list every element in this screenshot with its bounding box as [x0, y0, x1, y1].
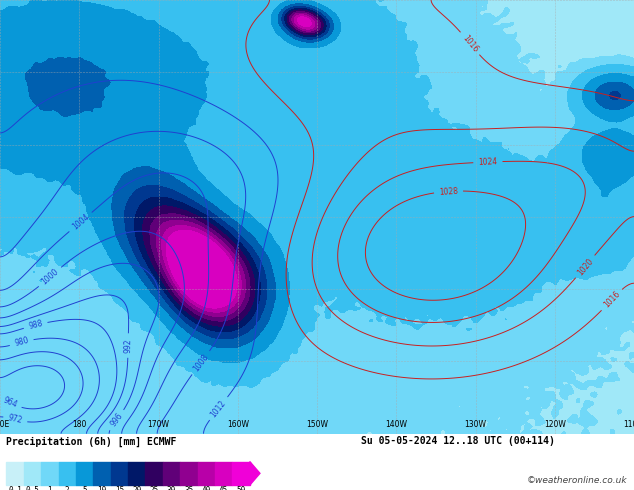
Text: 1020: 1020 [576, 256, 595, 277]
Text: 1000: 1000 [40, 267, 60, 287]
Text: 1008: 1008 [191, 352, 210, 373]
Text: 170W: 170W [148, 420, 169, 429]
Text: 1004: 1004 [70, 212, 91, 232]
Text: 170E: 170E [0, 420, 10, 429]
Text: 45: 45 [219, 486, 228, 490]
Text: 160W: 160W [227, 420, 249, 429]
Text: 40: 40 [202, 486, 211, 490]
Text: 2: 2 [65, 486, 70, 490]
Text: 25: 25 [150, 486, 158, 490]
Polygon shape [250, 462, 260, 485]
Text: Su 05-05-2024 12..18 UTC (00+114): Su 05-05-2024 12..18 UTC (00+114) [361, 437, 555, 446]
Text: 972: 972 [7, 414, 23, 426]
Text: 15: 15 [115, 486, 124, 490]
Text: 1028: 1028 [439, 186, 458, 196]
Text: 1016: 1016 [602, 290, 622, 310]
Text: 30: 30 [167, 486, 176, 490]
Bar [215, 462, 233, 485]
Bar [145, 462, 163, 485]
Text: 0.5: 0.5 [25, 486, 39, 490]
Bar [233, 462, 250, 485]
Bar [198, 462, 215, 485]
Bar [23, 462, 41, 485]
Text: 1: 1 [48, 486, 52, 490]
Bar [111, 462, 128, 485]
Text: 992: 992 [124, 338, 133, 353]
Bar [163, 462, 180, 485]
Bar [41, 462, 58, 485]
Text: 10: 10 [98, 486, 107, 490]
Bar [180, 462, 198, 485]
Text: Precipitation (6h) [mm] ECMWF: Precipitation (6h) [mm] ECMWF [6, 437, 177, 447]
Text: 988: 988 [27, 319, 44, 331]
Text: 5: 5 [82, 486, 87, 490]
Text: 1024: 1024 [478, 157, 498, 167]
Text: 996: 996 [108, 412, 124, 428]
Bar [128, 462, 145, 485]
Text: 1016: 1016 [460, 33, 479, 54]
Text: 150W: 150W [306, 420, 328, 429]
Text: ©weatheronline.co.uk: ©weatheronline.co.uk [527, 476, 628, 486]
Text: 180: 180 [72, 420, 86, 429]
Bar [93, 462, 111, 485]
Text: 140W: 140W [385, 420, 407, 429]
Bar [76, 462, 93, 485]
Text: 110W: 110W [623, 420, 634, 429]
Bar [6, 462, 23, 485]
Text: 35: 35 [184, 486, 193, 490]
Text: 130W: 130W [465, 420, 486, 429]
Text: 50: 50 [236, 486, 246, 490]
Text: 0.1: 0.1 [8, 486, 22, 490]
Text: 964: 964 [2, 396, 18, 410]
Text: 1012: 1012 [209, 398, 228, 419]
Bar [58, 462, 76, 485]
Text: 980: 980 [13, 336, 30, 348]
Text: 120W: 120W [544, 420, 566, 429]
Text: 20: 20 [132, 486, 141, 490]
